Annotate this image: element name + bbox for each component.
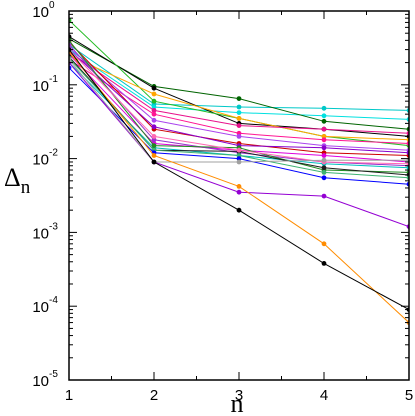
series-layer [69,17,409,325]
data-point-7-4 [321,126,327,132]
data-point-9-3 [236,134,242,139]
data-point-19-3 [236,147,242,153]
data-point-18-3 [236,156,242,162]
data-point-22-2 [151,153,157,158]
data-point-20-4 [321,193,327,199]
data-point-11-2 [151,124,157,130]
y-axis-label-subscript: n [21,177,31,198]
x-tick-label-5: 5 [405,387,413,404]
data-point-2-3 [236,110,242,115]
y-tick-exponent-5: -1 [49,74,58,85]
y-tick-label-5: 10 [32,78,49,95]
data-point-19-2 [151,134,157,139]
data-point-23-2 [151,159,157,165]
data-point-7-2 [151,108,157,113]
data-point-7-3 [236,123,242,128]
y-tick-exponent-6: 0 [49,0,55,11]
data-point-18-4 [321,175,327,181]
y-tick-exponent-2: -4 [49,295,58,306]
data-point-2-2 [151,104,157,110]
data-point-8-2 [151,111,157,117]
data-point-1-4 [321,105,327,111]
y-tick-label-4: 10 [32,152,49,169]
data-point-9-2 [151,117,157,123]
plot-frame [68,10,410,381]
data-point-6-4 [321,134,327,139]
x-tick-label-3: 3 [235,387,243,404]
data-point-13-2 [151,137,157,143]
data-point-8-4 [321,137,327,143]
y-tick-label-6: 10 [32,4,49,21]
x-axis-label: n [231,389,244,416]
plot-area [69,17,409,325]
x-tick-label-4: 4 [320,387,328,404]
y-tick-label-3: 10 [32,225,49,242]
data-point-6-3 [236,116,242,121]
data-point-21-4 [321,157,327,163]
x-tick-label-2: 2 [150,387,158,404]
data-point-23-4 [321,261,327,266]
data-point-2-4 [321,113,327,119]
x-tick-label-1: 1 [65,387,73,404]
data-point-6-2 [151,91,157,97]
y-tick-exponent-4: -2 [49,148,58,159]
data-point-20-3 [236,189,242,195]
data-point-5-2 [151,98,157,104]
data-point-16-4 [321,165,327,171]
y-tick-exponent-3: -3 [49,221,58,232]
y-axis-label-main: Δ [4,163,21,192]
data-point-17-4 [321,170,327,175]
data-point-3-3 [236,96,242,101]
data-point-12-4 [321,153,327,158]
data-point-23-3 [236,207,242,213]
y-tick-exponent-1: -5 [49,369,58,380]
data-point-11-4 [321,145,327,151]
y-tick-label-1: 10 [32,373,49,390]
data-point-4-2 [151,85,157,91]
data-point-22-4 [321,241,327,247]
data-point-22-3 [236,184,242,189]
data-point-15-2 [151,143,157,149]
data-point-1-3 [236,104,242,110]
data-point-21-3 [236,159,242,165]
y-tick-label-2: 10 [32,299,49,316]
data-point-3-4 [321,118,327,124]
series-line-23 [69,49,409,311]
y-axis-label: Δn [4,163,31,198]
